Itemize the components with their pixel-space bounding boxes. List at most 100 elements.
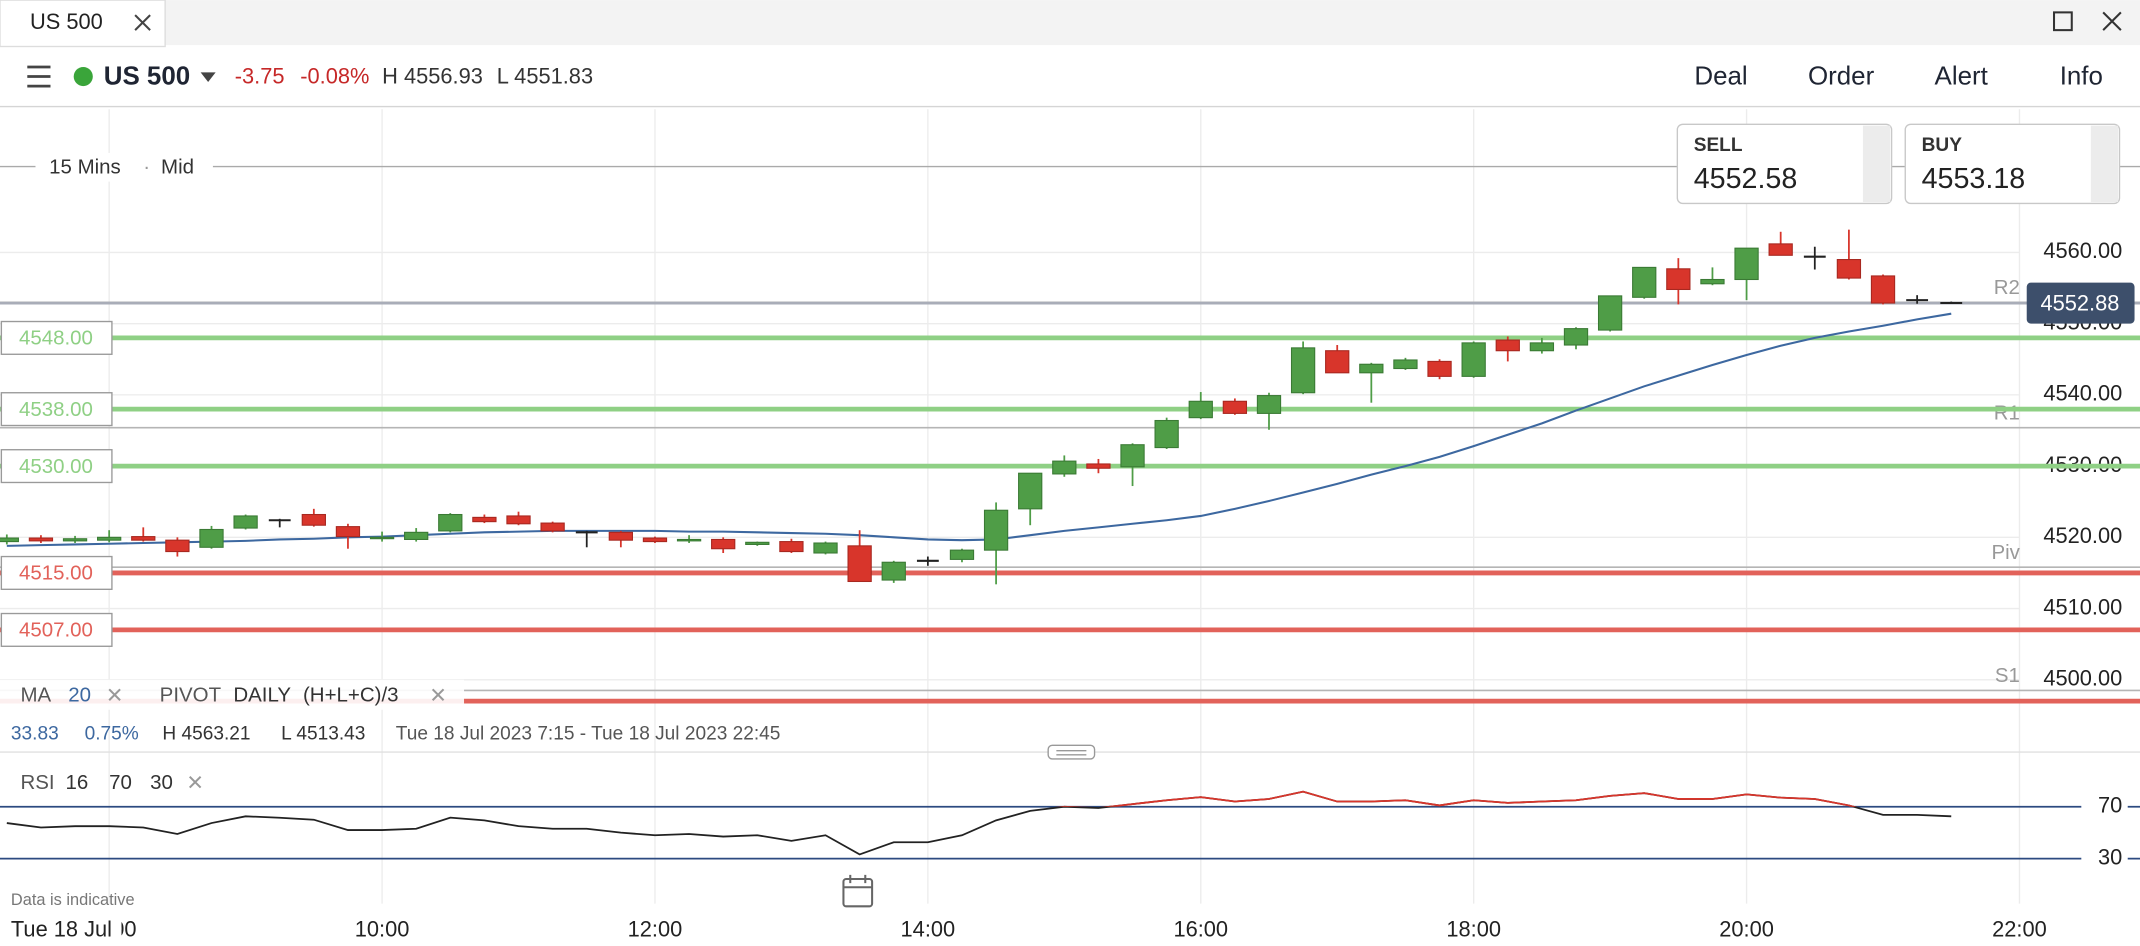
y-tick-label: 4520.00: [2043, 523, 2122, 548]
last-price-label: 4552.88: [2040, 290, 2119, 315]
date-label: Tue 18 Jul: [11, 917, 112, 942]
candle-body: [1290, 347, 1316, 394]
candle-body: [1700, 278, 1725, 285]
tab-title: US 500: [30, 9, 103, 34]
pane-resize-handle[interactable]: [1047, 744, 1096, 760]
deal-button[interactable]: Deal: [1694, 63, 1747, 91]
rsi-lower: 30: [150, 771, 173, 794]
candle-body: [1870, 275, 1896, 304]
candle-body: [1734, 247, 1759, 281]
tab-bar: [0, 0, 2140, 46]
candle-body: [1427, 360, 1452, 377]
level-label-box: [0, 449, 113, 484]
sell-box-side: [1862, 125, 1891, 203]
maximize-button[interactable]: [2052, 11, 2073, 32]
candle-body: [711, 538, 736, 550]
date-label-bg: [0, 914, 122, 946]
candle-body: [369, 536, 395, 540]
candle-body: [745, 541, 770, 545]
pivot-name: PIVOT: [160, 684, 222, 707]
candle-body: [1836, 259, 1862, 279]
candle-body: [608, 531, 633, 541]
y-tick-label: 4500.00: [2043, 666, 2122, 691]
alert-button[interactable]: Alert: [1935, 63, 1989, 91]
tab[interactable]: [0, 0, 166, 48]
candle-body: [0, 537, 19, 543]
pivot-label: R2: [1994, 276, 2020, 299]
candle-body: [28, 537, 54, 542]
info-button[interactable]: Info: [2060, 63, 2103, 91]
x-tick-label: 14:00: [901, 917, 956, 942]
candle-body: [1359, 363, 1384, 374]
level-label: 4507.00: [19, 619, 93, 642]
rsi-name: RSI: [20, 771, 54, 794]
menu-button[interactable]: [27, 65, 51, 88]
x-tick-label: 16:00: [1173, 917, 1228, 942]
candle-body: [62, 538, 88, 542]
interval[interactable]: 15 Mins: [49, 155, 121, 178]
candle-body: [1018, 472, 1043, 510]
level-label-box: [0, 392, 113, 427]
x-tick-label: 22:00: [1992, 917, 2047, 942]
candle-body: [233, 515, 258, 529]
level-label-box: [0, 612, 113, 647]
candle-body: [1495, 339, 1520, 352]
candle-body: [1325, 350, 1350, 374]
level-label: 4548.00: [19, 327, 93, 350]
rsi-tick-bg: [2081, 794, 2128, 820]
tab-close[interactable]: [134, 14, 151, 31]
rsi-tick-bg: [2081, 846, 2128, 871]
ma-name: MA: [20, 684, 51, 707]
level-label: 4515.00: [19, 562, 93, 585]
x-tick-label: 12:00: [628, 917, 683, 942]
candle-body: [1529, 342, 1555, 352]
candle-body: [1188, 400, 1213, 419]
price-type[interactable]: Mid: [161, 155, 194, 178]
pivot-formula: (H+L+C)/3: [303, 684, 399, 707]
x-tick-label: 20:00: [1719, 917, 1774, 942]
candle-body: [131, 536, 156, 541]
buy-label: BUY: [1922, 135, 1963, 156]
pivot-label: Piv: [1991, 541, 2020, 564]
pivot-remove[interactable]: [431, 688, 445, 701]
candle-body: [1120, 444, 1145, 468]
stats-change-pct: 0.75%: [85, 723, 139, 744]
candle-body: [1086, 463, 1111, 469]
candle-body: [335, 526, 361, 538]
last-price-tag: [2026, 282, 2135, 324]
x-tick-label: 10:00: [355, 917, 410, 942]
buy-box[interactable]: [1904, 123, 2121, 205]
candle-body: [301, 513, 326, 526]
separator: ·: [143, 155, 150, 178]
candle-body: [1256, 395, 1282, 414]
instrument[interactable]: US 500: [104, 63, 190, 91]
change: -3.75: [235, 64, 285, 89]
pivot-label: R1: [1994, 401, 2020, 424]
stats-range: Tue 18 Jul 2023 7:15 - Tue 18 Jul 2023 2…: [396, 723, 781, 744]
y-tick-label: 4510.00: [2043, 594, 2122, 619]
candle-body: [1222, 400, 1248, 414]
candle-body: [97, 536, 122, 541]
calendar-button[interactable]: [842, 874, 874, 908]
candle-body: [438, 513, 463, 532]
order-button[interactable]: Order: [1808, 63, 1875, 91]
close-button[interactable]: [2102, 11, 2122, 31]
rsi-tick-label: 70: [2098, 792, 2122, 817]
ma-remove[interactable]: [108, 688, 121, 701]
sell-box[interactable]: [1676, 123, 1893, 205]
ma-period: 20: [68, 684, 91, 707]
candle-body: [1597, 295, 1623, 331]
instrument-dropdown[interactable]: [200, 72, 216, 82]
market-status: [73, 66, 93, 87]
candle-body: [949, 549, 975, 560]
level-label: 4530.00: [19, 455, 93, 478]
sell-price: 4552.58: [1694, 163, 1798, 195]
candle-body: [1632, 266, 1657, 298]
candle-body: [1052, 460, 1077, 475]
candle-body: [847, 545, 872, 583]
rsi-tick-label: 30: [2098, 844, 2122, 869]
rsi-remove[interactable]: [188, 775, 202, 789]
y-tick-label: 4540.00: [2043, 381, 2122, 406]
buy-price: 4553.18: [1922, 163, 2026, 195]
